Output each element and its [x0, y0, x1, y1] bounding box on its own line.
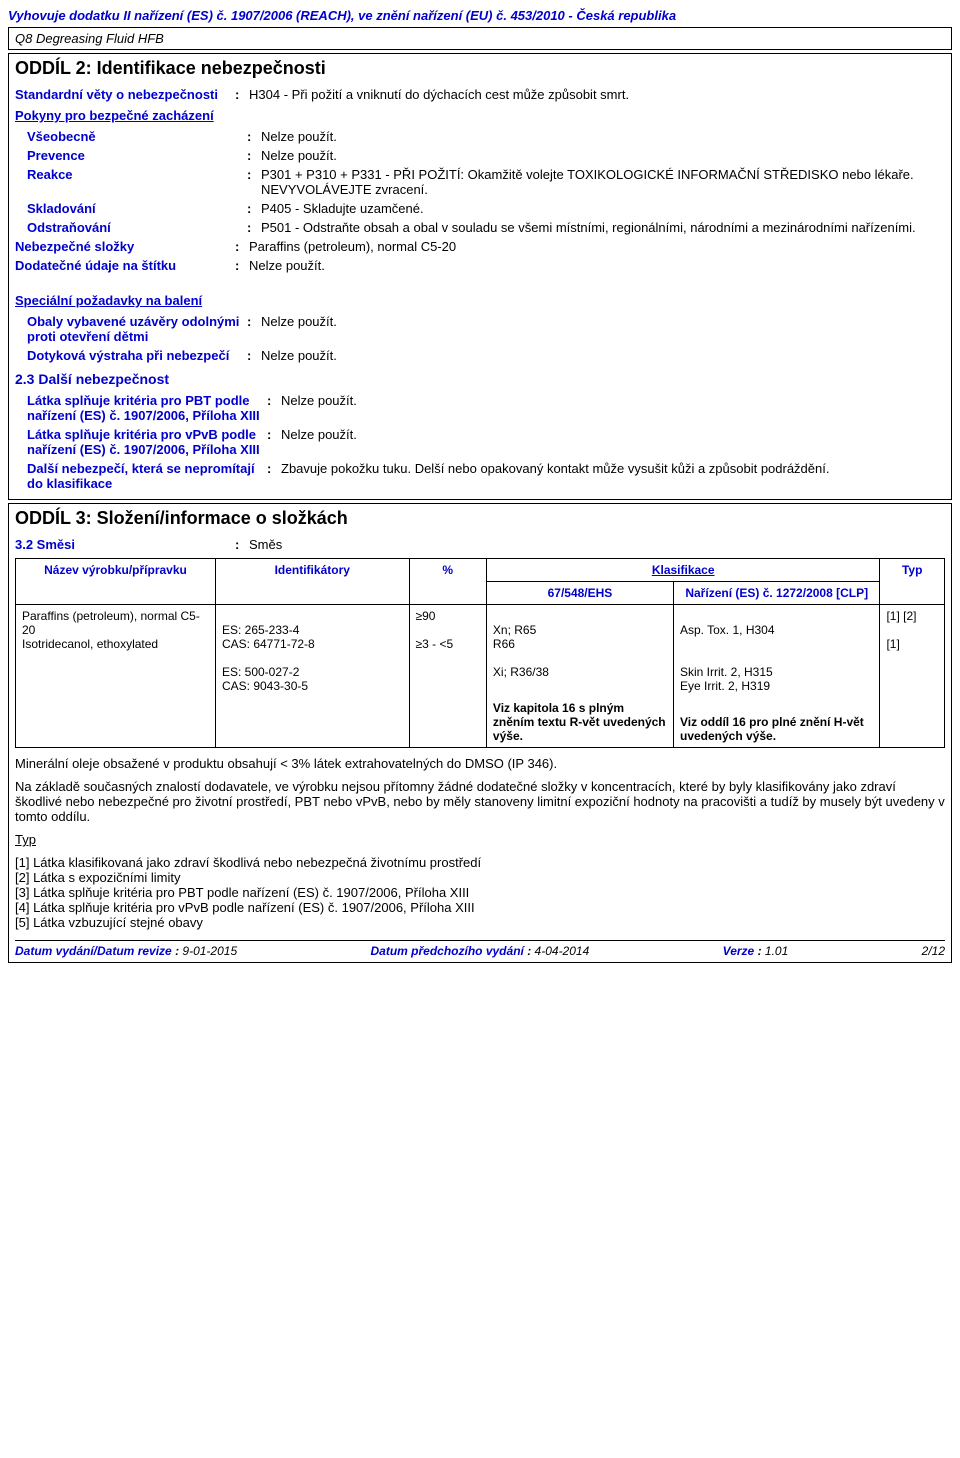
cell-r1-ident: ES: 265-233-4 CAS: 64771-72-8	[222, 623, 315, 651]
th-klasifikace: Klasifikace	[486, 559, 880, 582]
section-2-title: ODDÍL 2: Identifikace nebezpečnosti	[15, 58, 945, 79]
cell-r2-pct: ≥3 - <5	[416, 637, 454, 651]
value-vseobecne: Nelze použít.	[261, 129, 945, 144]
colon: :	[235, 87, 249, 102]
typ-2: [2] Látka s expozičními limity	[15, 870, 945, 885]
value-prevence: Nelze použít.	[261, 148, 945, 163]
label-skladovani: Skladování	[27, 201, 247, 216]
row-mix: 3.2 Směsi : Směs	[15, 537, 945, 552]
label-smesi: 3.2 Směsi	[15, 537, 235, 552]
page-footer: Datum vydání/Datum revize : 9-01-2015 Da…	[15, 940, 945, 958]
typ-4: [4] Látka splňuje kritéria pro vPvB podl…	[15, 900, 945, 915]
th-name: Název výrobku/přípravku	[16, 559, 216, 605]
row-std: Standardní věty o nebezpečnosti : H304 -…	[15, 87, 945, 102]
label-dalsi: Další nebezpečí, která se nepromítají do…	[27, 461, 267, 491]
regulation-header: Vyhovuje dodatku II nařízení (ES) č. 190…	[8, 8, 952, 23]
typ-heading: Typ	[15, 832, 945, 847]
typ-1: [1] Látka klasifikovaná jako zdraví škod…	[15, 855, 945, 870]
cell-r1-67: Xn; R65 R66	[493, 623, 536, 651]
typ-5: [5] Látka vzbuzující stejné obavy	[15, 915, 945, 930]
value-dalsi: Zbavuje pokožku tuku. Delší nebo opakova…	[281, 461, 945, 476]
value-odstranovani: P501 - Odstraňte obsah a obal v souladu …	[261, 220, 945, 235]
label-reakce: Reakce	[27, 167, 247, 182]
value-dotyk: Nelze použít.	[261, 348, 945, 363]
section-3-box: ODDÍL 3: Složení/informace o složkách 3.…	[8, 503, 952, 963]
th-67548: 67/548/EHS	[486, 582, 673, 605]
value-skladovani: P405 - Skladujte uzamčené.	[261, 201, 945, 216]
label-dodat: Dodatečné údaje na štítku	[15, 258, 235, 273]
product-name-box: Q8 Degreasing Fluid HFB	[8, 27, 952, 50]
subsection-2-3: 2.3 Další nebezpečnost	[15, 371, 945, 387]
label-prevence: Prevence	[27, 148, 247, 163]
cell-r1-typ: [1] [2]	[886, 609, 916, 623]
subhead-spec: Speciální požadavky na balení	[15, 293, 945, 308]
section-2-box: ODDÍL 2: Identifikace nebezpečnosti Stan…	[8, 53, 952, 500]
label-vpvb: Látka splňuje kritéria pro vPvB podle na…	[27, 427, 267, 457]
cell-r2-typ: [1]	[886, 637, 899, 651]
composition-table: Název výrobku/přípravku Identifikátory %…	[15, 558, 945, 748]
footer-page: 2/12	[922, 944, 945, 958]
footer-vyd-label: Datum vydání/Datum revize	[15, 944, 172, 958]
cell-r2-name: Isotridecanol, ethoxylated	[22, 637, 158, 651]
cell-vizclp: Viz oddíl 16 pro plné znění H-vět uveden…	[680, 715, 864, 743]
cell-r1-name: Paraffins (petroleum), normal C5-20	[22, 609, 200, 637]
para-dodavatel: Na základě současných znalostí dodavatel…	[15, 779, 945, 824]
cell-r1-clp: Asp. Tox. 1, H304	[680, 623, 775, 637]
th-clp: Nařízení (ES) č. 1272/2008 [CLP]	[674, 582, 880, 605]
footer-ver-value: 1.01	[765, 944, 788, 958]
cell-r2-ident: ES: 500-027-2 CAS: 9043-30-5	[222, 665, 308, 693]
value-vpvb: Nelze použít.	[281, 427, 945, 442]
typ-3: [3] Látka splňuje kritéria pro PBT podle…	[15, 885, 945, 900]
value-pbt: Nelze použít.	[281, 393, 945, 408]
label-dotyk: Dotyková výstraha při nebezpečí	[27, 348, 247, 363]
subhead-pokyny: Pokyny pro bezpečné zacházení	[15, 108, 945, 123]
footer-prev-value: 4-04-2014	[535, 944, 590, 958]
label-pbt: Látka splňuje kritéria pro PBT podle nař…	[27, 393, 267, 423]
footer-ver-label: Verze	[723, 944, 755, 958]
label-obaly: Obaly vybavené uzávěry odolnými proti ot…	[27, 314, 247, 344]
para-mineral: Minerální oleje obsažené v produktu obsa…	[15, 756, 945, 771]
cell-r2-clp: Skin Irrit. 2, H315 Eye Irrit. 2, H319	[680, 665, 773, 693]
value-nebslozky: Paraffins (petroleum), normal C5-20	[249, 239, 945, 254]
th-pct: %	[409, 559, 486, 605]
label-odstranovani: Odstraňování	[27, 220, 247, 235]
table-row: Paraffins (petroleum), normal C5-20 Isot…	[16, 605, 945, 748]
cell-r2-67: Xi; R36/38	[493, 665, 549, 679]
cell-r1-pct: ≥90	[416, 609, 436, 623]
label-std: Standardní věty o nebezpečnosti	[15, 87, 235, 102]
value-reakce: P301 + P310 + P331 - PŘI POŽITÍ: Okamžit…	[261, 167, 945, 197]
footer-vyd-value: 9-01-2015	[182, 944, 237, 958]
value-dodat: Nelze použít.	[249, 258, 945, 273]
value-std: H304 - Při požití a vniknutí do dýchacíc…	[249, 87, 945, 102]
label-vseobecne: Všeobecně	[27, 129, 247, 144]
cell-viz67: Viz kapitola 16 s plným zněním textu R-v…	[493, 701, 666, 743]
th-ident: Identifikátory	[215, 559, 409, 605]
section-3-title: ODDÍL 3: Složení/informace o složkách	[15, 508, 945, 529]
th-typ: Typ	[880, 559, 945, 605]
footer-prev-label: Datum předchozího vydání	[371, 944, 524, 958]
value-obaly: Nelze použít.	[261, 314, 945, 329]
value-smesi: Směs	[249, 537, 945, 552]
label-nebslozky: Nebezpečné složky	[15, 239, 235, 254]
